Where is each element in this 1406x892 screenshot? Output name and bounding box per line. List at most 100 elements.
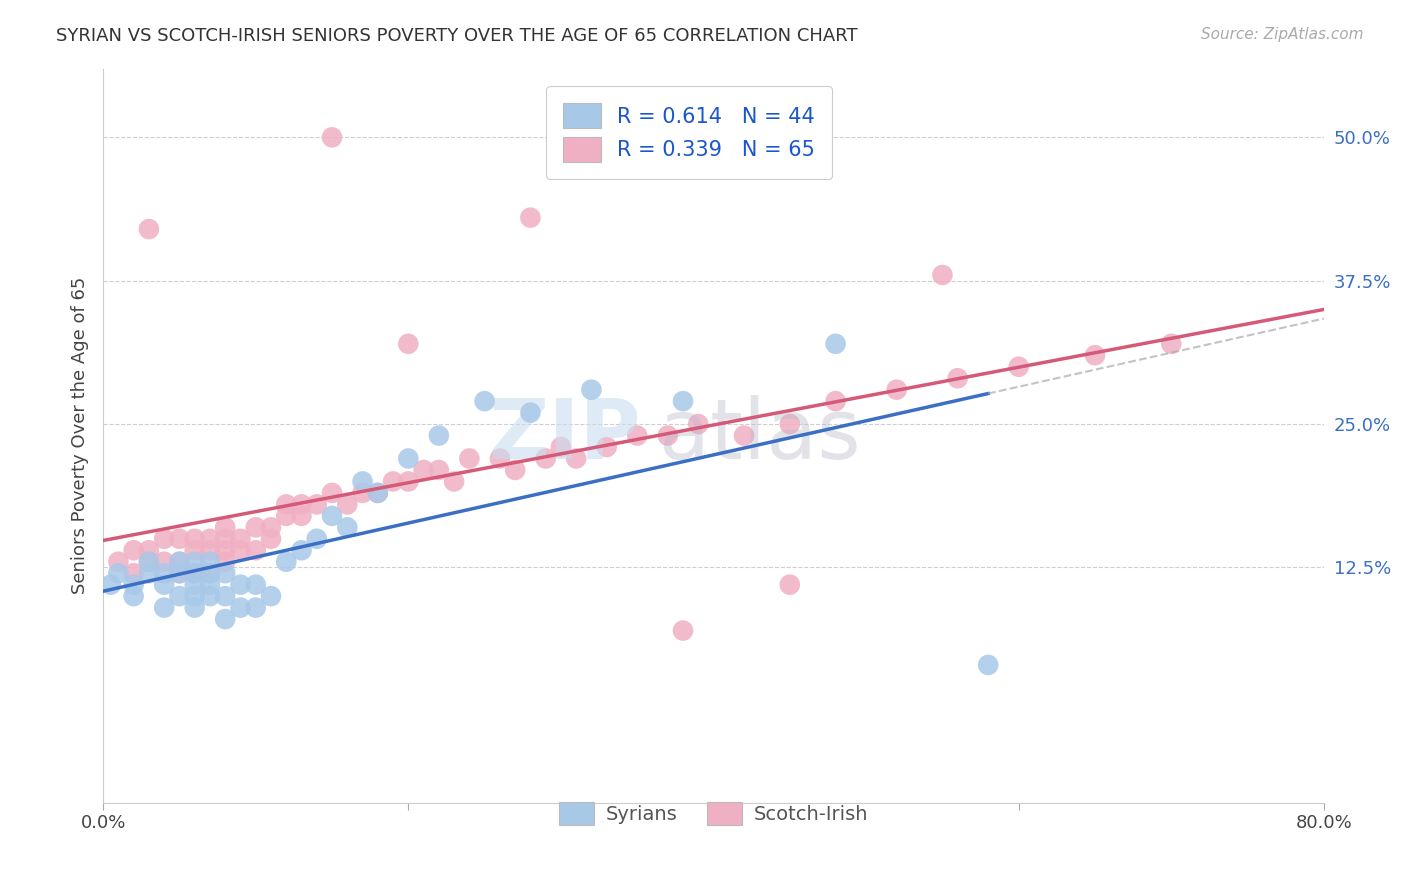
Point: [229, 577, 252, 591]
Point: [107, 555, 129, 569]
Point: [596, 440, 619, 454]
Point: [977, 657, 1000, 672]
Point: [214, 555, 236, 569]
Point: [443, 475, 465, 489]
Point: [198, 566, 221, 581]
Point: [946, 371, 969, 385]
Point: [245, 520, 267, 534]
Point: [581, 383, 603, 397]
Point: [229, 543, 252, 558]
Point: [290, 497, 312, 511]
Point: [183, 577, 205, 591]
Point: [396, 451, 419, 466]
Point: [214, 566, 236, 581]
Point: [321, 486, 343, 500]
Point: [122, 577, 145, 591]
Point: [382, 475, 405, 489]
Point: [245, 577, 267, 591]
Point: [183, 566, 205, 581]
Point: [153, 555, 176, 569]
Point: [519, 406, 541, 420]
Point: [198, 555, 221, 569]
Point: [138, 555, 160, 569]
Point: [503, 463, 526, 477]
Point: [824, 394, 846, 409]
Point: [169, 555, 191, 569]
Point: [458, 451, 481, 466]
Point: [153, 577, 176, 591]
Point: [214, 589, 236, 603]
Point: [305, 497, 328, 511]
Text: SYRIAN VS SCOTCH-IRISH SENIORS POVERTY OVER THE AGE OF 65 CORRELATION CHART: SYRIAN VS SCOTCH-IRISH SENIORS POVERTY O…: [56, 27, 858, 45]
Point: [779, 417, 801, 431]
Point: [138, 566, 160, 581]
Point: [931, 268, 953, 282]
Point: [427, 428, 450, 442]
Point: [122, 589, 145, 603]
Point: [198, 577, 221, 591]
Point: [367, 486, 389, 500]
Point: [183, 589, 205, 603]
Y-axis label: Seniors Poverty Over the Age of 65: Seniors Poverty Over the Age of 65: [72, 277, 89, 594]
Point: [198, 543, 221, 558]
Point: [229, 532, 252, 546]
Point: [305, 532, 328, 546]
Point: [214, 612, 236, 626]
Point: [214, 532, 236, 546]
Point: [336, 520, 359, 534]
Point: [214, 520, 236, 534]
Point: [260, 520, 283, 534]
Point: [352, 475, 374, 489]
Point: [565, 451, 588, 466]
Point: [122, 543, 145, 558]
Point: [290, 508, 312, 523]
Point: [169, 566, 191, 581]
Point: [779, 577, 801, 591]
Point: [260, 589, 283, 603]
Point: [489, 451, 512, 466]
Text: ZIP: ZIP: [488, 395, 640, 476]
Point: [183, 600, 205, 615]
Point: [1084, 348, 1107, 362]
Point: [198, 532, 221, 546]
Point: [396, 475, 419, 489]
Point: [153, 532, 176, 546]
Point: [198, 589, 221, 603]
Point: [214, 543, 236, 558]
Point: [183, 543, 205, 558]
Point: [107, 566, 129, 581]
Point: [672, 394, 695, 409]
Point: [474, 394, 496, 409]
Point: [626, 428, 648, 442]
Point: [1008, 359, 1031, 374]
Point: [321, 130, 343, 145]
Point: [153, 600, 176, 615]
Point: [396, 336, 419, 351]
Point: [138, 222, 160, 236]
Point: [183, 532, 205, 546]
Point: [122, 566, 145, 581]
Point: [169, 532, 191, 546]
Point: [276, 508, 298, 523]
Point: [260, 532, 283, 546]
Point: [229, 600, 252, 615]
Point: [534, 451, 557, 466]
Point: [321, 508, 343, 523]
Point: [245, 600, 267, 615]
Point: [733, 428, 755, 442]
Point: [169, 566, 191, 581]
Point: [672, 624, 695, 638]
Point: [412, 463, 434, 477]
Text: Source: ZipAtlas.com: Source: ZipAtlas.com: [1201, 27, 1364, 42]
Point: [198, 566, 221, 581]
Point: [367, 486, 389, 500]
Point: [138, 555, 160, 569]
Point: [276, 555, 298, 569]
Point: [245, 543, 267, 558]
Point: [688, 417, 710, 431]
Point: [886, 383, 908, 397]
Point: [427, 463, 450, 477]
Point: [1160, 336, 1182, 351]
Legend: Syrians, Scotch-Irish: Syrians, Scotch-Irish: [551, 794, 876, 833]
Point: [550, 440, 572, 454]
